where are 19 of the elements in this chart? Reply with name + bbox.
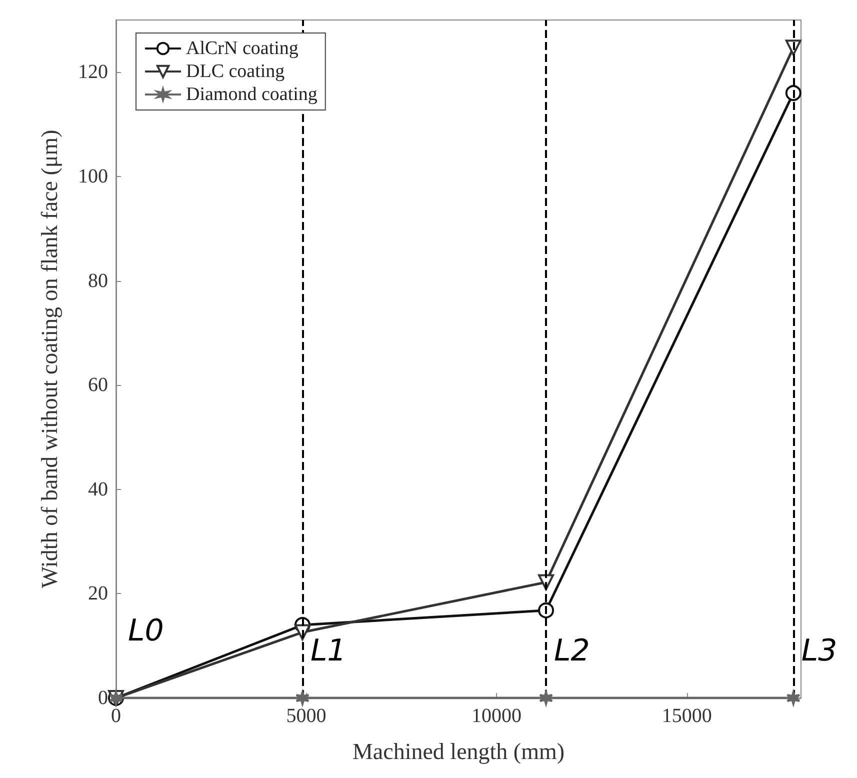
x-tick-label: 15000 (662, 705, 712, 727)
x-axis-title: Machined length (mm) (352, 739, 565, 764)
y-tick-label: 20 (88, 582, 108, 605)
y-axis-title: Width of band without coating on flank face (μm) (37, 130, 62, 588)
y-tick-label: 100 (78, 165, 108, 188)
ref-line-label: L2 (554, 634, 590, 668)
legend-label: DLC coating (186, 61, 286, 82)
y-tick-label: 40 (88, 478, 108, 500)
y-tick-label: 0 (98, 687, 108, 709)
x-tick-label: 5000 (286, 705, 326, 727)
legend-label: AlCrN coating (186, 38, 299, 59)
annotation: L0 (128, 614, 164, 648)
ref-line-label: L1 (310, 634, 346, 668)
x-tick-label: 10000 (472, 705, 522, 727)
ref-line-label: L3 (801, 634, 838, 668)
legend-label: Diamond coating (186, 84, 318, 105)
y-tick-label: 80 (88, 270, 108, 292)
y-tick-label: 120 (78, 61, 108, 84)
y-tick-label: 60 (88, 374, 108, 396)
